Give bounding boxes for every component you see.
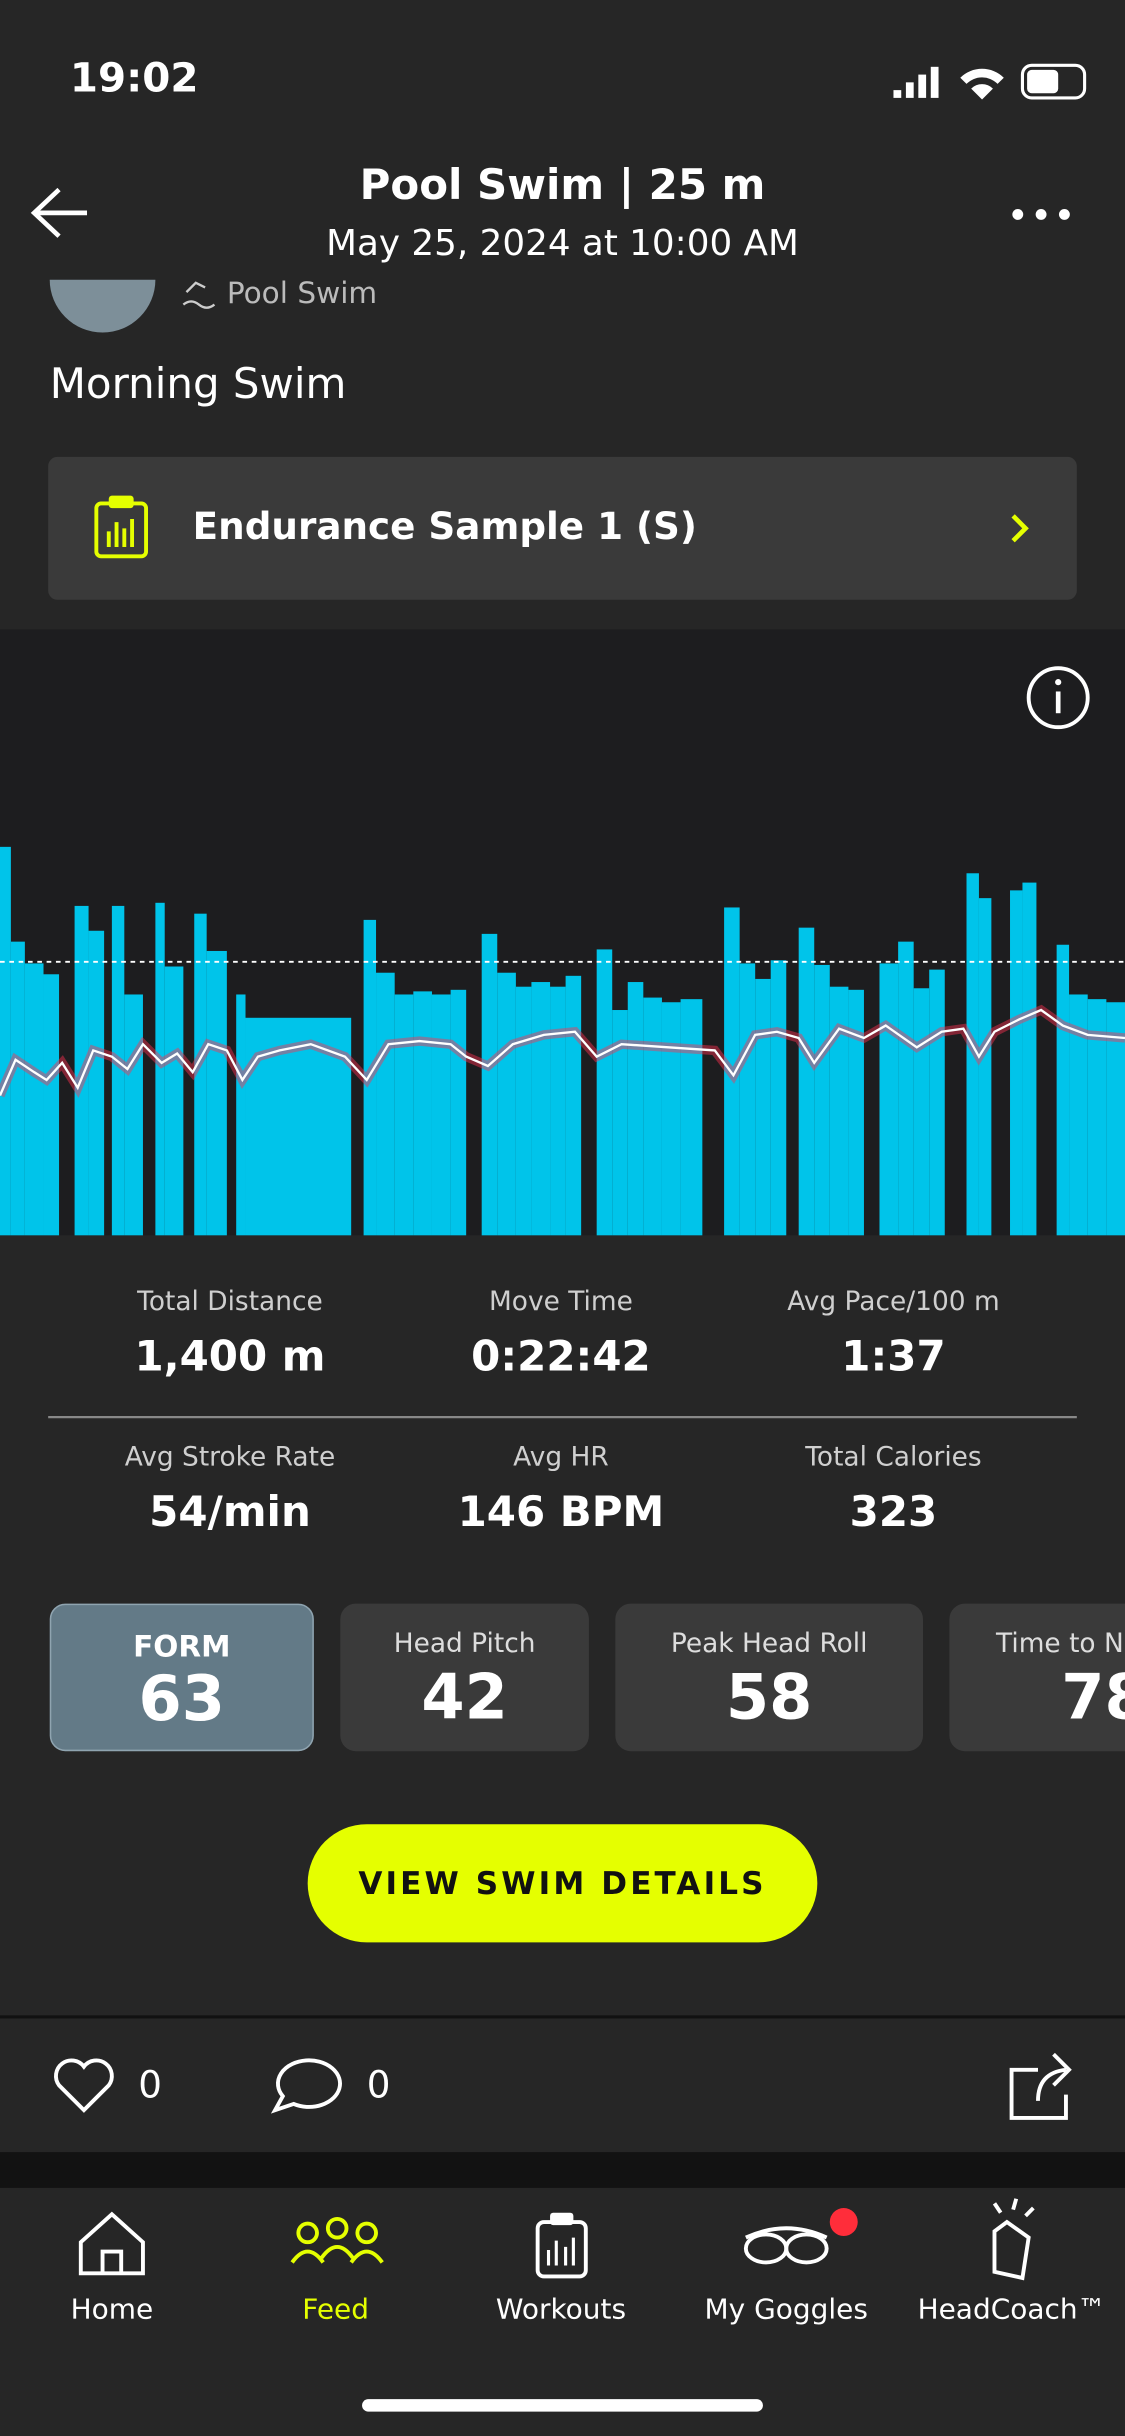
view-details-button[interactable]: [307, 1824, 818, 1943]
metric-value: 63: [138, 1664, 226, 1736]
stat-label: Total Calories: [805, 1441, 982, 1474]
workout-card[interactable]: [48, 456, 1077, 600]
metric-label: Peak Head Roll: [670, 1628, 868, 1660]
stat-label: Avg HR: [513, 1441, 609, 1474]
more-button[interactable]: [1012, 208, 1070, 220]
activity-type: Pool Swim: [226, 276, 378, 311]
info-icon[interactable]: [1026, 666, 1090, 730]
nav-item[interactable]: Workouts: [495, 2293, 627, 2327]
header-title: Pool Swim | 25 m: [359, 161, 766, 210]
metric-card[interactable]: Peak Head Roll 58: [615, 1603, 923, 1752]
stat-value: 0:22:42: [471, 1333, 651, 1382]
stat-value: 54/min: [149, 1488, 311, 1537]
nav-item[interactable]: My Goggles: [704, 2293, 868, 2327]
header-subtitle: May 25, 2024 at 10:00 AM: [326, 223, 799, 265]
stat-value: 146 BPM: [457, 1488, 665, 1537]
swim-bars: [0, 846, 1125, 1236]
metric-label: FORM: [133, 1630, 231, 1665]
stat-label: Avg Stroke Rate: [124, 1441, 336, 1474]
metric-label: Head Pitch: [393, 1628, 536, 1660]
nav-item[interactable]: Feed: [302, 2293, 370, 2327]
metric-card[interactable]: Time to N 78: [949, 1603, 1125, 1752]
like-count: 0: [138, 2063, 163, 2108]
stat-label: Total Distance: [137, 1286, 323, 1318]
status-icons: [893, 63, 1087, 100]
comment-count: 0: [366, 2063, 391, 2108]
stat-label: Move Time: [488, 1286, 633, 1318]
comment-button[interactable]: [270, 2058, 342, 2114]
metric-card[interactable]: FORM 63: [49, 1603, 314, 1752]
share-button[interactable]: [1009, 2052, 1072, 2120]
workout-name[interactable]: Endurance Sample 1 (S): [192, 505, 697, 549]
stat-value: 1:37: [841, 1333, 946, 1382]
metric-label: Time to N: [996, 1628, 1124, 1660]
stat-value: 323: [849, 1488, 938, 1537]
like-button[interactable]: [54, 2058, 114, 2113]
metric-value: 58: [725, 1662, 813, 1735]
nav-item[interactable]: Home: [70, 2293, 154, 2327]
metric-card[interactable]: Head Pitch 42: [340, 1603, 589, 1752]
metric-value: 42: [421, 1662, 508, 1735]
metric-value: 78: [1061, 1662, 1125, 1735]
stat-value: 1,400 m: [134, 1333, 326, 1382]
stat-label: Avg Pace/100 m: [787, 1286, 1000, 1318]
status-time: 19:02: [69, 55, 199, 103]
activity-name: Morning Swim: [49, 360, 347, 409]
back-button[interactable]: [30, 187, 88, 238]
nav-item[interactable]: HeadCoach™: [917, 2293, 1106, 2327]
button-label[interactable]: VIEW SWIM DETAILS: [358, 1864, 767, 1902]
